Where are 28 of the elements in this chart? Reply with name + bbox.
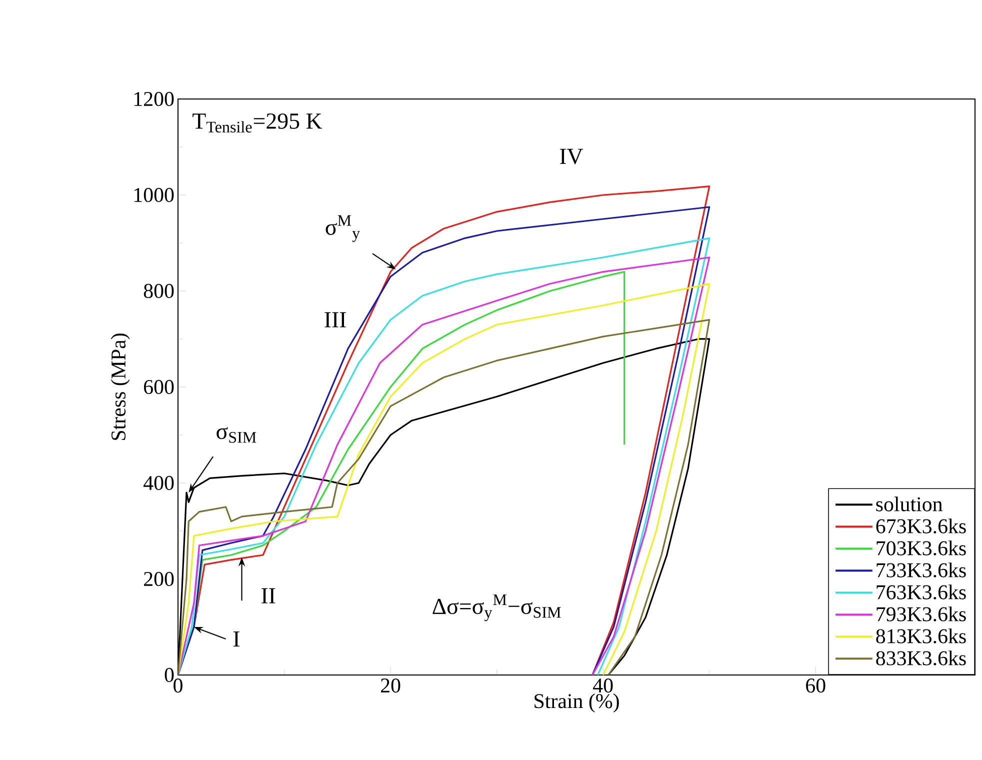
annotation: Δσ=σ$_{y}$$^{M}$−σ$_{SIM}$: [432, 594, 561, 622]
y-tick-label: 600: [144, 380, 174, 394]
annotation: II: [262, 588, 276, 604]
y-tick-label: 1200: [134, 92, 174, 106]
y-tick-label: 200: [144, 572, 174, 586]
x-axis-title: Strain (%): [534, 693, 619, 712]
y-tick-label: 400: [144, 476, 174, 490]
legend-label: 763K3.6ks: [876, 584, 966, 600]
legend-label: 703K3.6ks: [876, 540, 966, 556]
y-tick-label: 800: [144, 284, 174, 298]
y-tick-label: 0: [164, 668, 174, 682]
annotation: IV: [560, 148, 584, 164]
legend-label: 833K3.6ks: [876, 650, 966, 666]
legend-label: 813K3.6ks: [876, 628, 966, 644]
legend-label: solution: [876, 496, 942, 512]
x-tick-label: 40: [593, 678, 613, 693]
legend-label: 733K3.6ks: [876, 562, 966, 578]
x-tick-label: 20: [381, 678, 400, 693]
annotation: I: [233, 631, 240, 646]
annotation: σ$^{M}$y: [326, 215, 360, 242]
legend-label: 673K3.6ks: [876, 518, 966, 534]
legend-label: 793K3.6ks: [876, 606, 966, 622]
y-axis-title: Stress (MPa): [110, 334, 130, 440]
y-tick-label: 1000: [134, 188, 174, 202]
x-tick-label: 60: [806, 678, 826, 693]
annotation: T$_{Tensile}$=295 K: [192, 113, 322, 133]
annotation: σ$_{SIM}$: [216, 427, 256, 443]
annotation: III: [324, 312, 346, 328]
